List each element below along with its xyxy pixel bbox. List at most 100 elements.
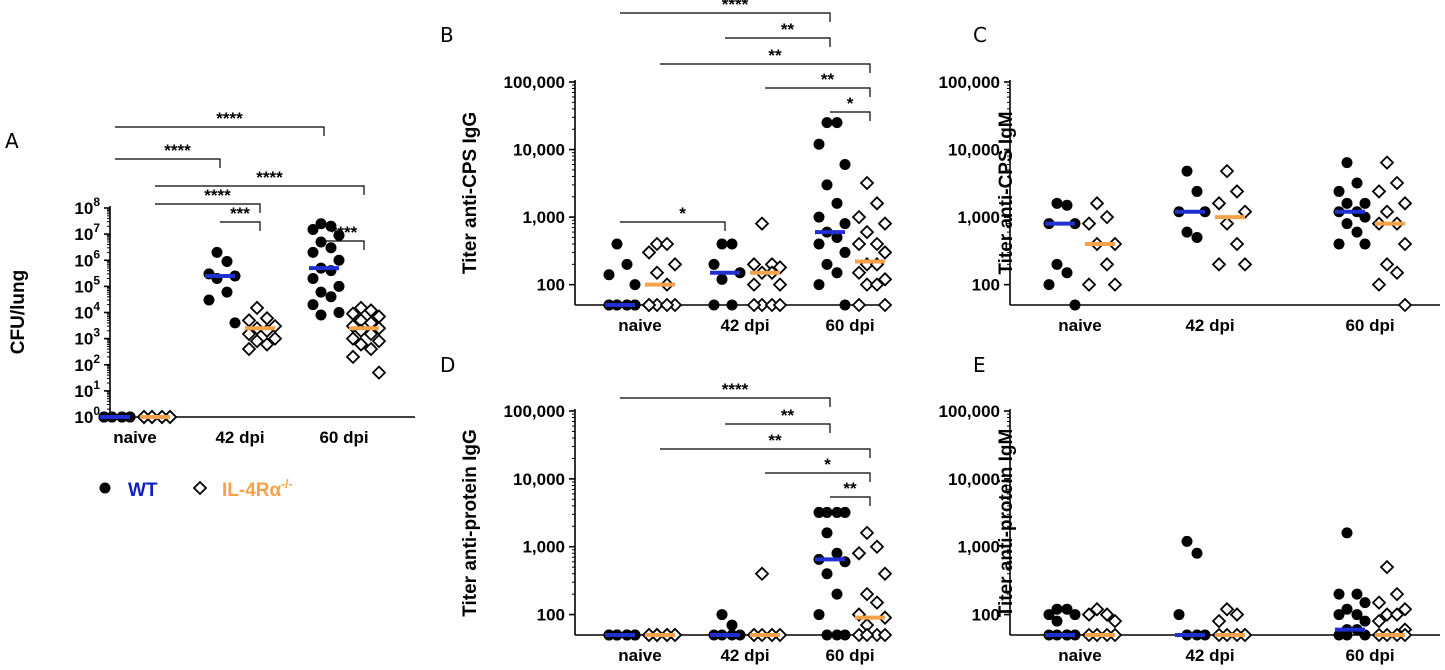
y-tick-label: 10,000 — [513, 470, 565, 489]
significance-bracket — [324, 240, 365, 250]
ko-data-point — [772, 297, 788, 313]
ko-data-point — [1379, 559, 1395, 575]
significance-label: **** — [216, 109, 243, 128]
wt-data-point — [333, 307, 345, 318]
wt-data-point — [839, 299, 851, 311]
y-tick-label: 103 — [74, 326, 100, 349]
ko-data-point — [1379, 257, 1395, 272]
ko-data-point — [877, 245, 893, 260]
wt-data-point — [831, 197, 843, 209]
x-category-label: 42 dpi — [720, 316, 769, 335]
significance-bracket — [830, 496, 871, 506]
significance-label: **** — [256, 168, 283, 187]
wt-data-point — [1061, 199, 1073, 211]
ko-data-point — [1089, 196, 1105, 211]
panel-letter: E — [973, 353, 986, 377]
ko-data-point — [1389, 586, 1405, 602]
significance-bracket — [725, 423, 831, 433]
ko-data-point — [1107, 613, 1123, 629]
ko-data-point — [877, 627, 893, 643]
ko-data-point — [754, 216, 770, 231]
wt-data-point — [1173, 609, 1185, 621]
ko-data-point — [877, 216, 893, 231]
ko-data-point — [659, 297, 675, 313]
wt-data-point — [621, 258, 633, 270]
ko-data-point — [1371, 613, 1387, 629]
ko-data-point — [877, 272, 893, 287]
wt-data-point — [1051, 603, 1063, 615]
ko-data-point — [241, 341, 257, 357]
x-category-label: 42 dpi — [720, 646, 769, 665]
wt-data-point — [831, 231, 843, 243]
wt-data-point — [1351, 177, 1363, 189]
wt-data-point — [1333, 629, 1345, 641]
ko-data-point — [345, 349, 361, 365]
y-axis-label: Titer anti-protein IgG — [460, 429, 481, 617]
wt-data-point — [831, 117, 843, 129]
wt-data-point — [1061, 603, 1073, 615]
significance-label: **** — [164, 141, 191, 160]
y-tick-label: 100 — [537, 276, 565, 295]
ko-data-point — [267, 331, 283, 346]
wt-data-point — [1359, 629, 1371, 641]
wt-data-point — [726, 238, 738, 250]
significance-bracket — [220, 221, 261, 231]
ko-data-point — [345, 331, 361, 346]
wt-data-point — [1061, 267, 1073, 279]
legend-ko-marker — [192, 480, 208, 496]
wt-data-point — [611, 238, 623, 250]
wt-data-point — [1181, 165, 1193, 177]
ko-data-point — [249, 333, 265, 349]
wt-data-point — [307, 273, 319, 285]
significance-bracket — [115, 158, 221, 168]
ko-data-point — [859, 525, 875, 541]
significance-bracket — [155, 203, 261, 213]
y-tick-exponent: 1 — [93, 378, 100, 392]
panel-a: ACFU/lung100101102103104105106107108naiv… — [5, 109, 415, 447]
ko-data-point — [851, 236, 867, 252]
panels-layer: ACFU/lung100101102103104105106107108naiv… — [5, 0, 1440, 665]
y-tick-base: 10 — [74, 382, 93, 401]
y-tick-label: 100,000 — [939, 73, 1000, 92]
ko-data-point — [371, 365, 387, 380]
y-tick-exponent: 7 — [93, 221, 100, 235]
wt-data-point — [1069, 609, 1081, 621]
ko-data-point — [363, 326, 379, 342]
y-tick-label: 10,000 — [948, 470, 1000, 489]
wt-data-point — [307, 246, 319, 258]
wt-data-point — [315, 309, 327, 321]
wt-data-point — [821, 258, 833, 270]
x-category-label: 60 dpi — [825, 316, 874, 335]
y-tick-exponent: 4 — [93, 300, 100, 314]
wt-data-point — [333, 280, 345, 292]
wt-data-point — [708, 258, 720, 270]
wt-data-point — [325, 220, 337, 232]
ko-data-point — [877, 297, 893, 313]
ko-data-point — [1219, 601, 1235, 617]
y-axis-label: Titer anti-protein IgM — [996, 429, 1017, 618]
y-tick-label: 104 — [74, 300, 100, 323]
wt-data-point — [1351, 609, 1363, 621]
y-tick-exponent: 6 — [93, 247, 100, 261]
significance-bracket — [765, 87, 871, 97]
ko-data-point — [851, 546, 867, 561]
significance-label: **** — [204, 186, 231, 205]
ko-data-point — [1237, 257, 1253, 272]
wt-data-point — [1341, 197, 1353, 209]
wt-data-point — [1043, 279, 1055, 291]
wt-data-point — [1341, 218, 1353, 230]
wt-data-point — [315, 236, 327, 248]
ko-data-point — [859, 224, 875, 240]
ko-data-point — [869, 539, 885, 554]
wt-data-point — [831, 506, 843, 518]
ko-data-point — [1219, 163, 1235, 179]
wt-data-point — [1341, 527, 1353, 539]
y-tick-label: 1,000 — [957, 208, 1000, 227]
wt-data-point — [1051, 197, 1063, 209]
ko-data-point — [1379, 204, 1395, 220]
x-category-label: naive — [618, 646, 661, 665]
wt-data-point — [821, 629, 833, 641]
wt-data-point — [629, 279, 641, 291]
y-tick-base: 10 — [74, 330, 93, 349]
